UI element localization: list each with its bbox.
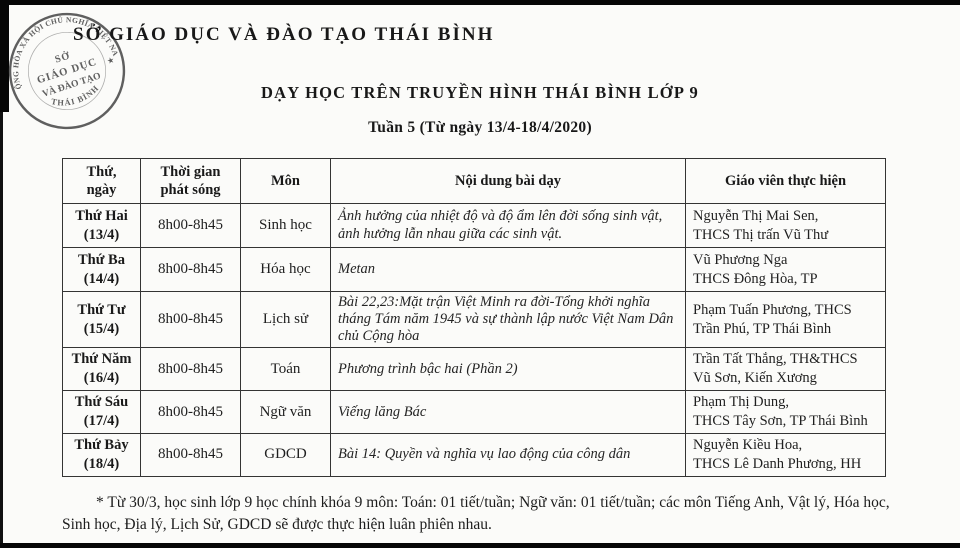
day-name: Thứ Năm (71, 351, 132, 368)
teacher-name: Phạm Thị Dung, (693, 394, 789, 411)
page-title: DẠY HỌC TRÊN TRUYỀN HÌNH THÁI BÌNH LỚP 9 (261, 83, 699, 102)
teacher-school: Vũ Sơn, Kiến Xương (693, 370, 817, 387)
time-cell: 8h00-8h45 (140, 247, 241, 292)
teacher-school: THCS Tây Sơn, TP Thái Bình (693, 413, 868, 430)
time-cell: 8h00-8h45 (140, 433, 241, 477)
teacher-cell: Phạm Tuấn Phương, THCS Trần Phú, TP Thái… (685, 290, 886, 349)
teacher-name: Trần Tất Thắng, TH&THCS (693, 351, 858, 368)
scan-edge-left-thick (0, 0, 9, 112)
col-header-content: Nội dung bài dạy (330, 158, 686, 204)
schedule-table: Thứ, ngày Thời gian phát sóng Môn Nội du… (62, 158, 886, 477)
stamp-center-line1: SỞ (53, 49, 72, 65)
teacher-cell: Trần Tất Thắng, TH&THCS Vũ Sơn, Kiến Xươ… (685, 347, 886, 392)
day-cell: Thứ Bảy (18/4) (62, 433, 141, 477)
content-cell: Bài 22,23:Mặt trận Việt Minh ra đời-Tổng… (330, 290, 686, 349)
day-date: (18/4) (83, 455, 120, 472)
teacher-cell: Phạm Thị Dung, THCS Tây Sơn, TP Thái Bìn… (685, 390, 886, 435)
day-date: (16/4) (83, 370, 120, 387)
day-name: Thứ Tư (77, 301, 126, 318)
day-cell: Thứ Tư (15/4) (62, 290, 141, 349)
day-date: (14/4) (83, 270, 120, 287)
content-cell: Bài 14: Quyền và nghĩa vụ lao động của c… (330, 433, 686, 477)
teacher-school: Trần Phú, TP Thái Bình (693, 320, 832, 337)
scan-edge-left (0, 0, 3, 548)
table-row: Thứ Tư (15/4) 8h00-8h45 Lịch sử Bài 22,2… (62, 290, 886, 349)
day-cell: Thứ Ba (14/4) (62, 247, 141, 292)
day-name: Thứ Bảy (74, 437, 129, 454)
subject-cell: Sinh học (240, 203, 331, 248)
footnote: * Từ 30/3, học sinh lớp 9 học chính khóa… (62, 494, 890, 533)
day-date: (13/4) (83, 226, 120, 243)
table-row: Thứ Bảy (18/4) 8h00-8h45 GDCD Bài 14: Qu… (62, 433, 886, 477)
teacher-cell: Vũ Phương Nga THCS Đông Hòa, TP (685, 247, 886, 292)
org-header: SỞ GIÁO DỤC VÀ ĐÀO TẠO THÁI BÌNH (73, 24, 495, 45)
time-cell: 8h00-8h45 (140, 390, 241, 435)
col-header-subject: Môn (240, 158, 331, 204)
teacher-name: Nguyễn Thị Mai Sen, (693, 207, 819, 224)
subject-cell: Hóa học (240, 247, 331, 292)
time-cell: 8h00-8h45 (140, 290, 241, 349)
col-header-time: Thời gian phát sóng (140, 158, 241, 204)
col-header-teacher: Giáo viên thực hiện (685, 158, 886, 204)
day-date: (15/4) (83, 320, 120, 337)
stamp-star-icon: ★ (106, 55, 116, 66)
day-cell: Thứ Hai (13/4) (62, 203, 141, 248)
teacher-name: Phạm Tuấn Phương, THCS (693, 301, 852, 318)
day-date: (17/4) (83, 413, 120, 430)
day-cell: Thứ Sáu (17/4) (62, 390, 141, 435)
table-row: Thứ Sáu (17/4) 8h00-8h45 Ngữ văn Viếng l… (62, 390, 886, 435)
scan-edge-bottom (0, 543, 960, 548)
day-name: Thứ Sáu (74, 394, 129, 411)
teacher-cell: Nguyễn Kiều Hoa, THCS Lê Danh Phương, HH (685, 433, 886, 477)
table-row: Thứ Năm (16/4) 8h00-8h45 Toán Phương trì… (62, 347, 886, 392)
subject-cell: Ngữ văn (240, 390, 331, 435)
content-cell: Phương trình bậc hai (Phần 2) (330, 347, 686, 392)
table-row: Thứ Hai (13/4) 8h00-8h45 Sinh học Ảnh hư… (62, 203, 886, 248)
official-stamp-icon: CỘNG HÒA XÃ HỘI CHỦ NGHĨA VIỆT NAM THÁI … (0, 0, 126, 130)
teacher-cell: Nguyễn Thị Mai Sen, THCS Thị trấn Vũ Thư (685, 203, 886, 248)
time-cell: 8h00-8h45 (140, 347, 241, 392)
day-name: Thứ Ba (78, 251, 125, 268)
subject-cell: GDCD (240, 433, 331, 477)
week-subtitle: Tuần 5 (Từ ngày 13/4-18/4/2020) (368, 119, 592, 136)
teacher-name: Nguyễn Kiều Hoa, (693, 437, 803, 454)
col-header-day: Thứ, ngày (62, 158, 141, 204)
teacher-school: THCS Lê Danh Phương, HH (693, 455, 862, 472)
content-cell: Viếng lăng Bác (330, 390, 686, 435)
subject-cell: Toán (240, 347, 331, 392)
table-header-row: Thứ, ngày Thời gian phát sóng Môn Nội du… (62, 158, 886, 204)
content-cell: Metan (330, 247, 686, 292)
teacher-school: THCS Thị trấn Vũ Thư (693, 226, 829, 243)
content-cell: Ảnh hưởng của nhiệt độ và độ ẩm lên đời … (330, 203, 686, 248)
time-cell: 8h00-8h45 (140, 203, 241, 248)
day-cell: Thứ Năm (16/4) (62, 347, 141, 392)
scan-edge-top (0, 0, 960, 5)
table-row: Thứ Ba (14/4) 8h00-8h45 Hóa học Metan Vũ… (62, 247, 886, 292)
teacher-name: Vũ Phương Nga (693, 251, 788, 268)
day-name: Thứ Hai (75, 207, 128, 224)
teacher-school: THCS Đông Hòa, TP (693, 270, 818, 287)
subject-cell: Lịch sử (240, 290, 331, 349)
